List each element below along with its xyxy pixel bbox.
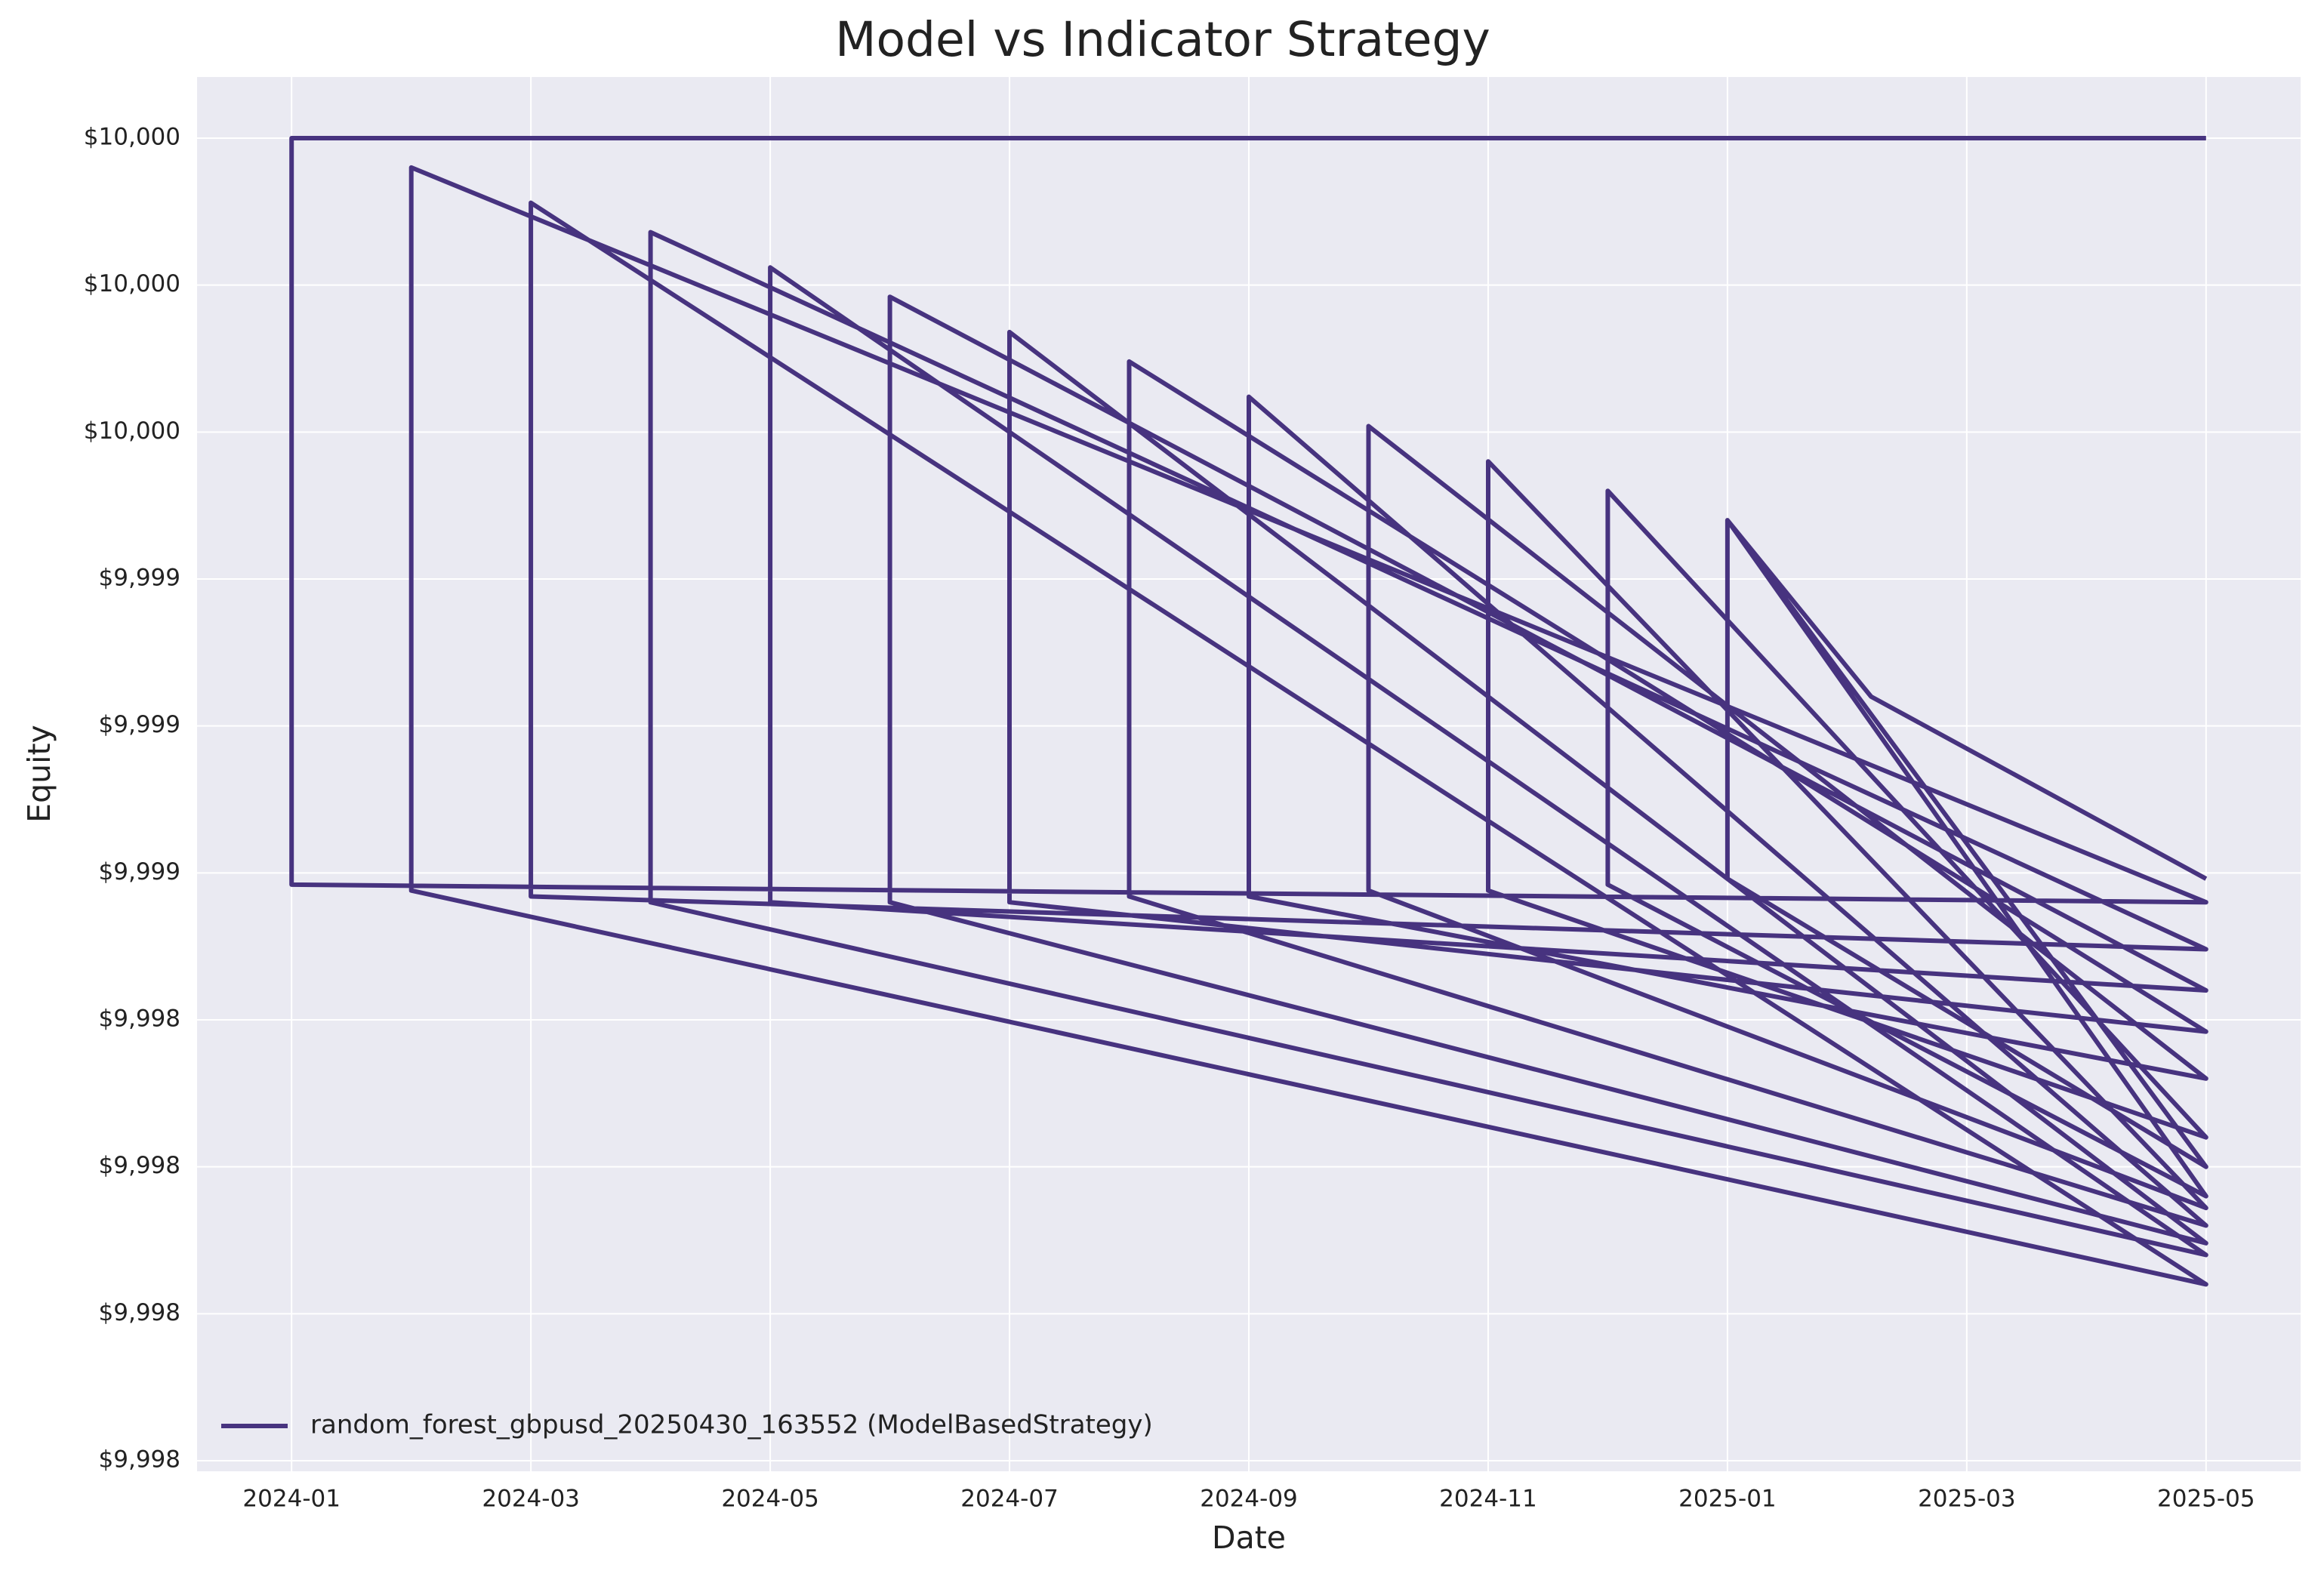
y-tick-label: $9,999	[99, 858, 180, 885]
x-tick-label: 2025-03	[1918, 1486, 2016, 1513]
y-tick-label: $9,999	[99, 711, 180, 738]
x-tick-label: 2025-05	[2157, 1486, 2255, 1513]
x-tick-label: 2024-05	[721, 1486, 819, 1513]
line-series	[289, 136, 2208, 1287]
x-tick-label: 2024-07	[960, 1486, 1059, 1513]
y-tick-label: $10,000	[84, 270, 180, 297]
y-tick-label: $9,998	[99, 1152, 180, 1179]
y-tick-label: $10,000	[84, 123, 180, 150]
chart-title: Model vs Indicator Strategy	[835, 12, 1490, 67]
x-tick-label: 2024-09	[1200, 1486, 1298, 1513]
x-tick-label: 2024-01	[242, 1486, 341, 1513]
x-tick-label: 2025-01	[1678, 1486, 1777, 1513]
y-tick-label: $9,999	[99, 564, 180, 591]
y-axis-label: Equity	[21, 725, 57, 823]
x-tick-label: 2024-11	[1439, 1486, 1537, 1513]
y-tick-label: $9,998	[99, 1005, 180, 1032]
y-tick-label: $9,998	[99, 1299, 180, 1326]
legend-label: random_forest_gbpusd_20250430_163552 (Mo…	[310, 1410, 1153, 1440]
y-tick-label: $9,998	[99, 1446, 180, 1473]
y-tick-label: $10,000	[84, 417, 180, 445]
x-tick-label: 2024-03	[482, 1486, 580, 1513]
x-axis-label: Date	[1212, 1520, 1286, 1556]
